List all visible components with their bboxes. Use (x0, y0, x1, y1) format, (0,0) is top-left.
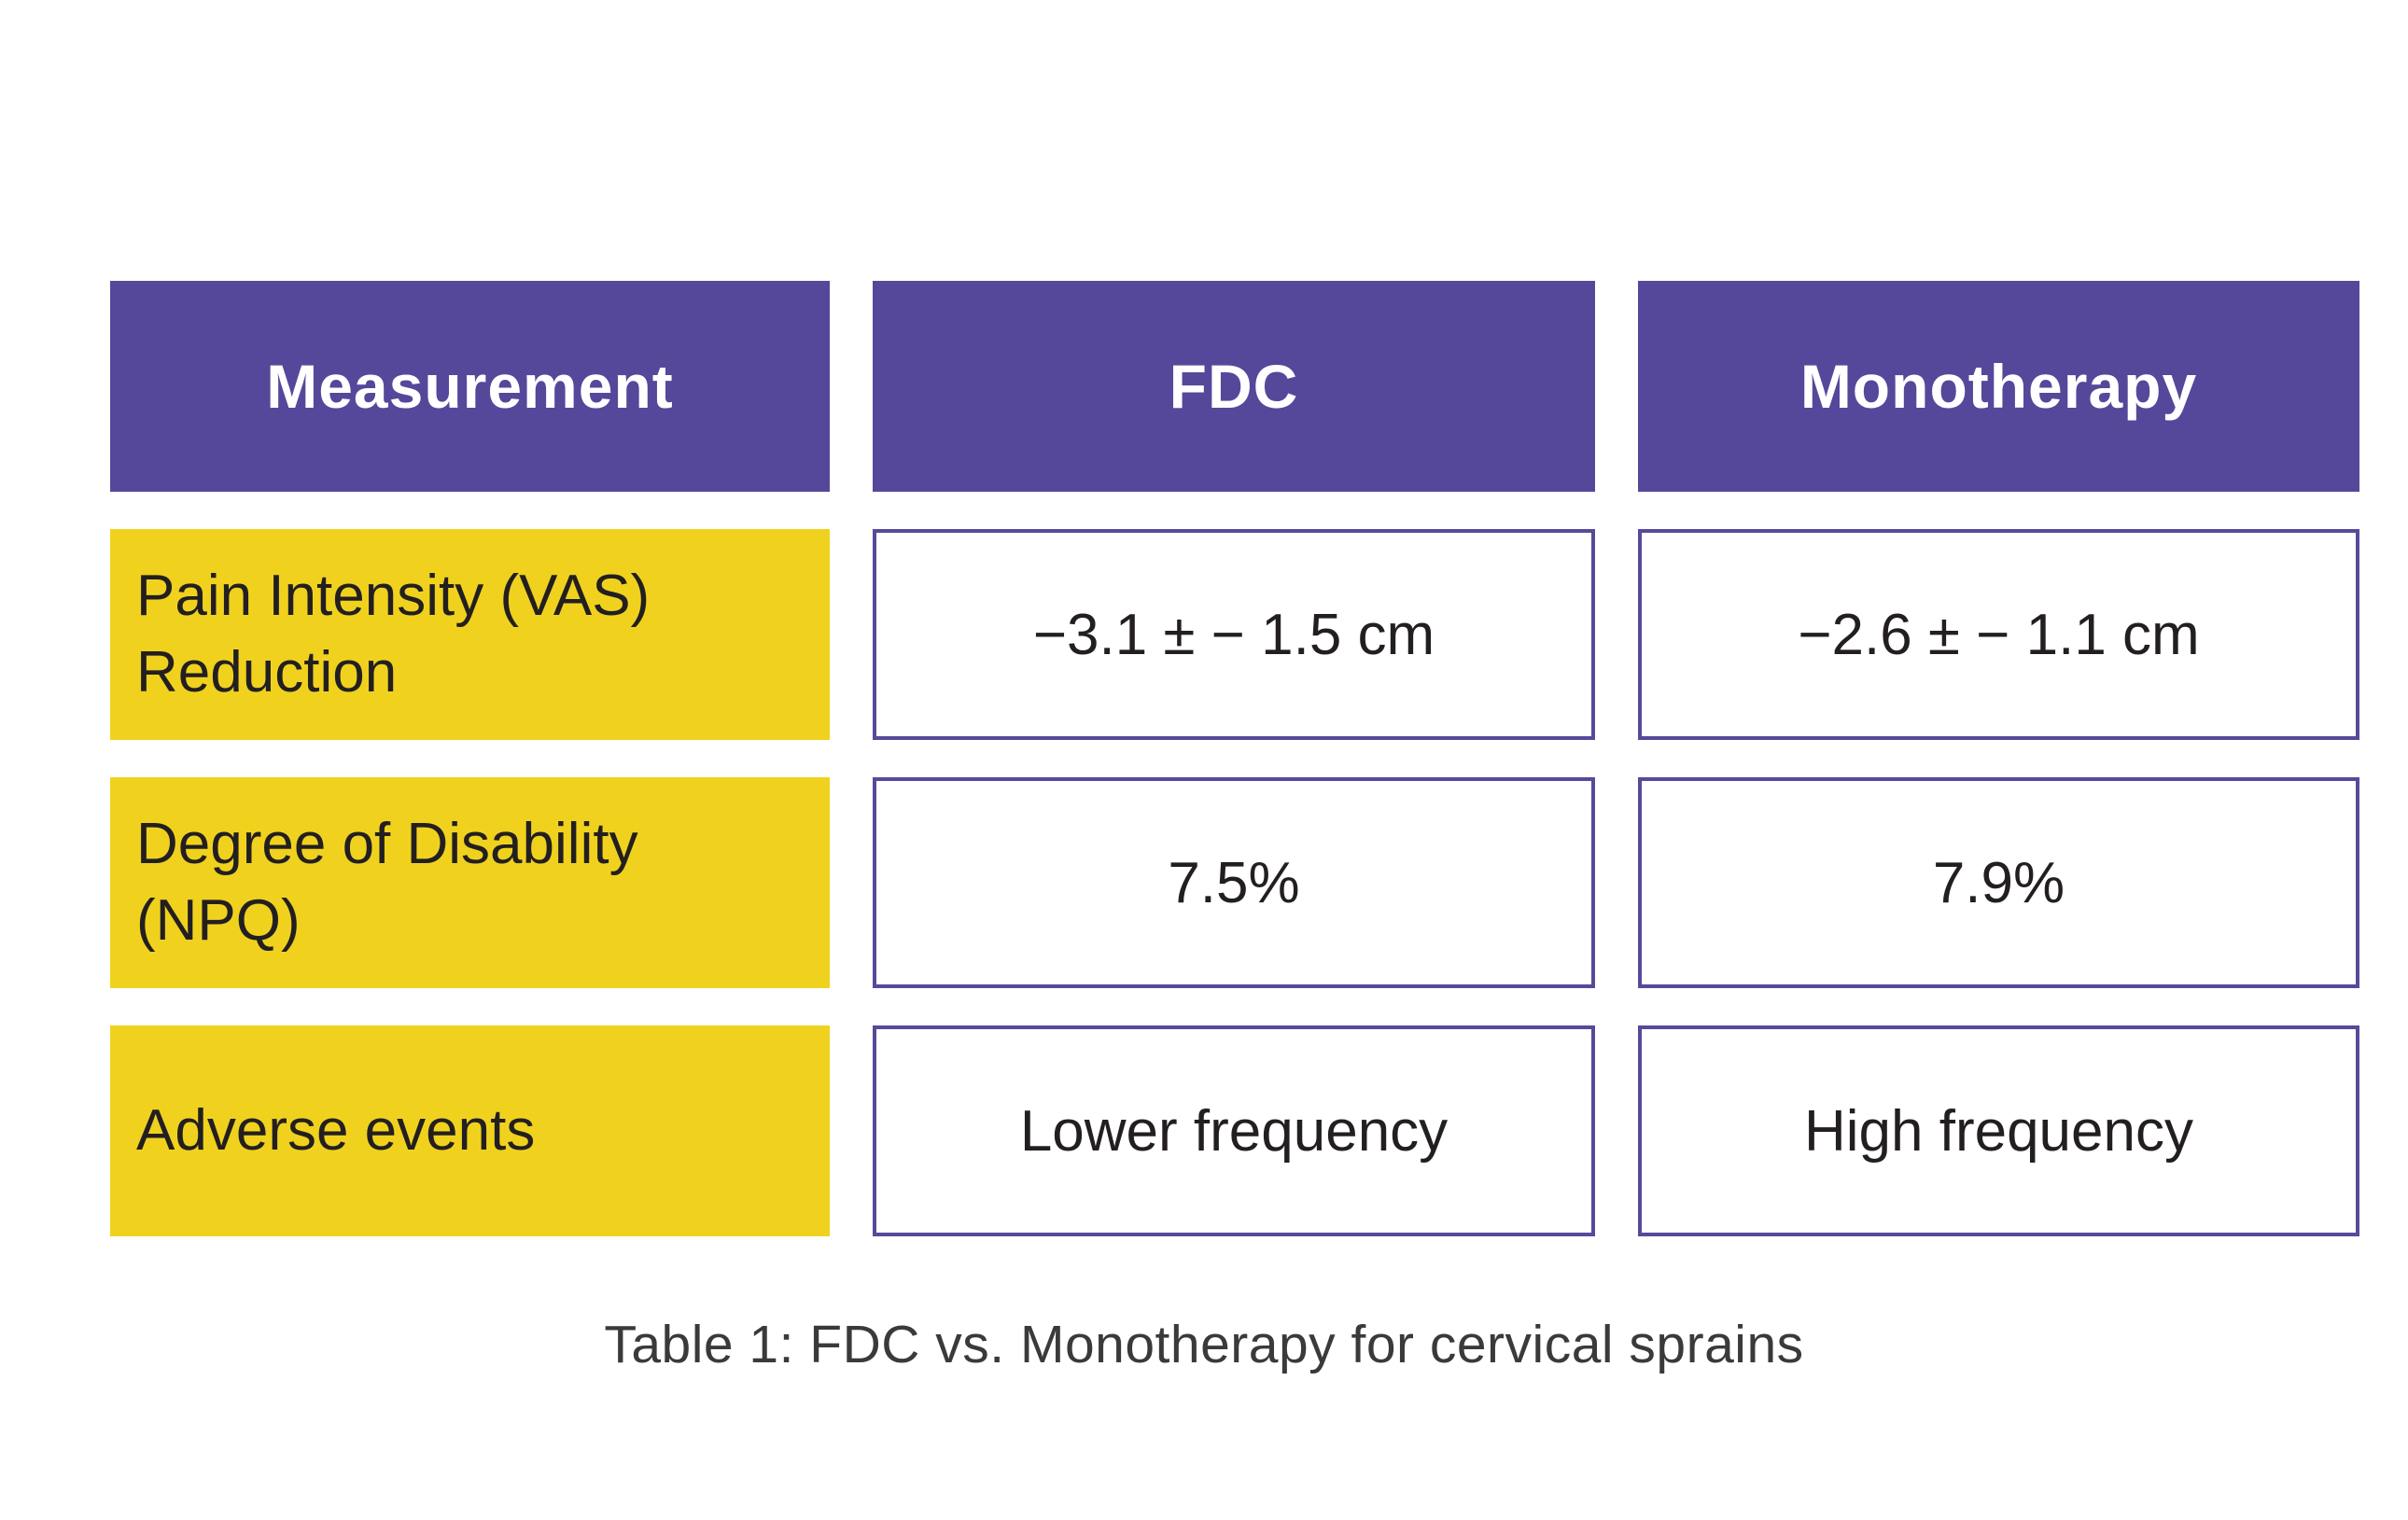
value-degree-of-disability-fdc: 7.5% (873, 777, 1595, 988)
header-cell-fdc: FDC (873, 281, 1595, 492)
value-adverse-events-fdc: Lower frequency (873, 1025, 1595, 1236)
value-degree-of-disability-monotherapy: 7.9% (1638, 777, 2359, 988)
row-label-adverse-events: Adverse events (110, 1025, 830, 1236)
value-adverse-events-monotherapy: High frequency (1638, 1025, 2359, 1236)
value-pain-intensity-monotherapy: −2.6 ± − 1.1 cm (1638, 529, 2359, 740)
row-label-pain-intensity: Pain Intensity (VAS) Reduction (110, 529, 830, 740)
header-cell-monotherapy: Monotherapy (1638, 281, 2359, 492)
value-pain-intensity-fdc: −3.1 ± − 1.5 cm (873, 529, 1595, 740)
row-label-degree-of-disability: Degree of Disability (NPQ) (110, 777, 830, 988)
table-caption: Table 1: FDC vs. Monotherapy for cervica… (604, 1315, 1804, 1374)
header-cell-measurement: Measurement (110, 281, 830, 492)
comparison-table: Measurement FDC Monotherapy Pain Intensi… (110, 281, 2359, 1236)
